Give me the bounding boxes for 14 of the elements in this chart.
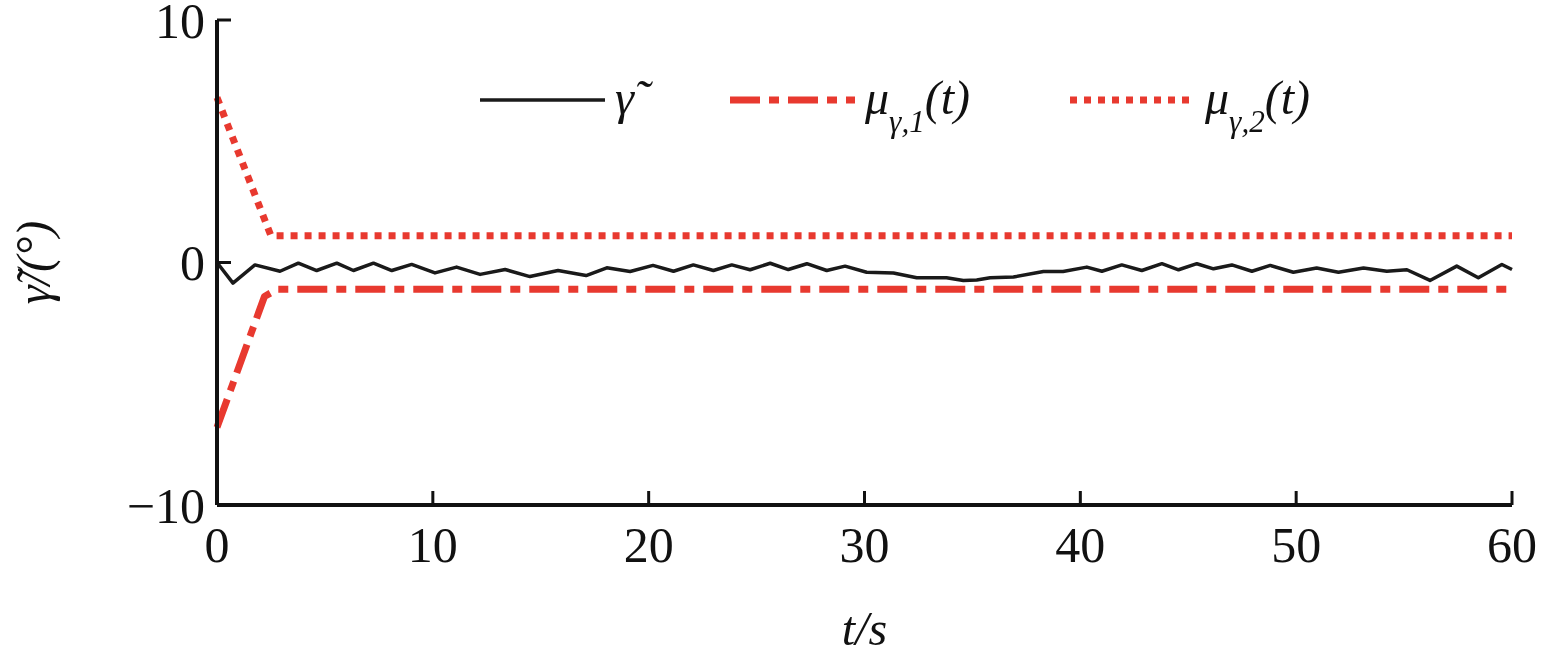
- y-tick-label: 10: [155, 0, 205, 49]
- x-tick-label: 20: [623, 517, 674, 573]
- x-tick-label: 50: [1271, 517, 1322, 573]
- legend-label: μ$_{γ,2}$(t): [1204, 71, 1311, 139]
- legend-label: μ$_{γ,1}$(t): [864, 71, 971, 139]
- x-tick-label: 60: [1487, 517, 1537, 573]
- legend-label: γ̃: [615, 71, 653, 125]
- x-tick-label: 40: [1055, 517, 1106, 573]
- x-tick-label: 30: [839, 517, 890, 573]
- y-axis-title: γ̃/(°): [7, 220, 61, 305]
- x-axis-title: t/s: [841, 602, 888, 654]
- y-tick-label: 0: [180, 235, 205, 291]
- y-tick-label: −10: [126, 477, 205, 534]
- x-tick-label: 10: [407, 517, 458, 573]
